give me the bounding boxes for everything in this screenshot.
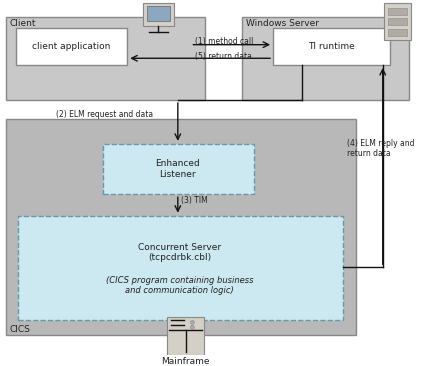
- Bar: [103, 144, 254, 194]
- Bar: [18, 216, 343, 321]
- Text: Enhanced
Listener: Enhanced Listener: [155, 159, 200, 179]
- Text: Mainframe: Mainframe: [161, 358, 210, 366]
- Bar: [388, 8, 407, 15]
- Circle shape: [190, 321, 194, 324]
- Text: (1) method call: (1) method call: [195, 37, 254, 46]
- Text: (4) ELM reply and
return data: (4) ELM reply and return data: [347, 139, 414, 158]
- Text: TI runtime: TI runtime: [308, 42, 355, 51]
- Bar: [147, 6, 170, 21]
- Text: Concurrent Server
(tcpcdrbk.cbl): Concurrent Server (tcpcdrbk.cbl): [138, 243, 221, 262]
- Bar: [15, 28, 127, 65]
- Text: client application: client application: [32, 42, 110, 51]
- Text: (CICS program containing business
and communication logic): (CICS program containing business and co…: [106, 276, 254, 295]
- Circle shape: [190, 325, 194, 329]
- Bar: [242, 18, 409, 100]
- Bar: [167, 317, 204, 355]
- Text: (2) ELM request and data: (2) ELM request and data: [57, 110, 154, 119]
- Bar: [273, 28, 390, 65]
- Bar: [6, 119, 356, 335]
- Bar: [388, 29, 407, 36]
- Text: (3) TIM: (3) TIM: [181, 196, 208, 205]
- Bar: [6, 18, 205, 100]
- Text: Windows Server: Windows Server: [246, 19, 319, 29]
- Bar: [384, 3, 411, 40]
- Bar: [143, 3, 174, 26]
- Text: (5) return data: (5) return data: [195, 52, 252, 61]
- Bar: [388, 18, 407, 25]
- Text: CICS: CICS: [10, 325, 31, 335]
- Text: Client: Client: [10, 19, 36, 29]
